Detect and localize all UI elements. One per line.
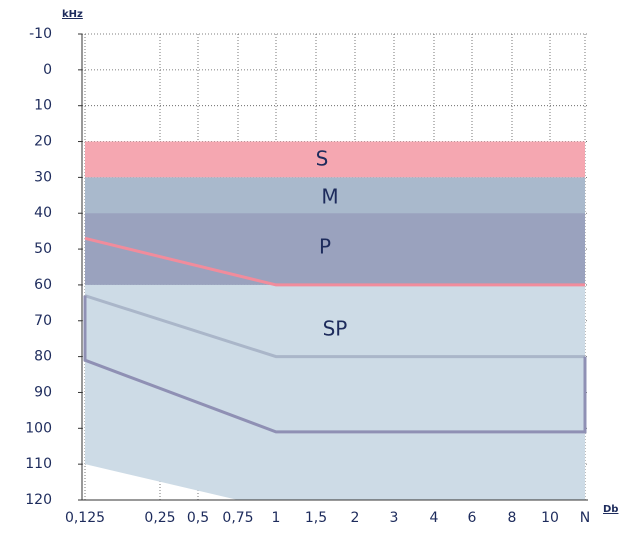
region-label: M <box>321 185 338 209</box>
y-tick-label: 60 <box>34 277 52 293</box>
y-tick-label: 40 <box>34 205 52 221</box>
line <box>84 294 585 359</box>
y-unit: kHz <box>62 9 83 20</box>
region-label: SP <box>323 317 348 341</box>
x-tick-label: 0,125 <box>65 510 105 526</box>
x-tick-label: 8 <box>508 510 517 526</box>
y-tick-label: 100 <box>25 420 52 436</box>
y-tick-label: 0 <box>43 62 52 78</box>
x-tick-label: 1 <box>272 510 281 526</box>
x-tick-label: 2 <box>351 510 360 526</box>
x-tick-label: 3 <box>390 510 399 526</box>
y-tick-label: 120 <box>25 492 52 508</box>
region-label: S <box>316 147 329 171</box>
y-tick-label: 80 <box>34 349 52 365</box>
y-tick-label: 20 <box>34 134 52 150</box>
region <box>85 213 585 285</box>
line <box>84 236 585 287</box>
x-tick-label: 0,75 <box>222 510 253 526</box>
region <box>85 284 585 500</box>
region-label: P <box>319 235 331 259</box>
x-tick-label: 10 <box>541 510 559 526</box>
y-tick-label: 110 <box>25 456 52 472</box>
x-tick-label: 4 <box>430 510 439 526</box>
x-unit: Db <box>603 504 618 515</box>
y-tick-label: -10 <box>29 26 52 42</box>
x-tick-label: 0,25 <box>144 510 175 526</box>
y-tick-label: 50 <box>34 241 52 257</box>
y-tick-label: 30 <box>34 169 52 185</box>
y-tick-label: 90 <box>34 384 52 400</box>
y-tick-label: 10 <box>34 98 52 114</box>
x-tick-label: N <box>580 510 590 526</box>
x-tick-label: 1,5 <box>305 510 327 526</box>
y-tick-label: 70 <box>34 313 52 329</box>
x-tick-label: 6 <box>468 510 477 526</box>
x-tick-label: 0,5 <box>187 510 209 526</box>
region <box>85 141 585 178</box>
line <box>83 295 587 434</box>
